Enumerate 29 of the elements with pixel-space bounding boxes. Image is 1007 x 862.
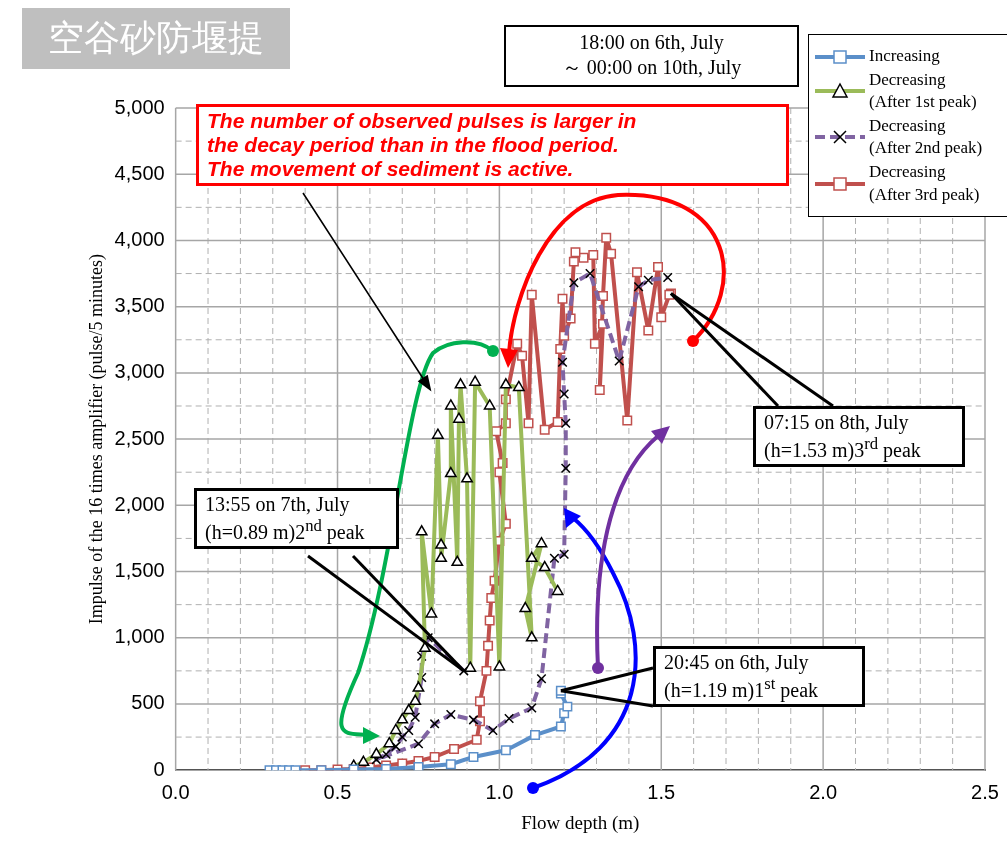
y-tick-label: 2,000 <box>114 492 165 515</box>
x-tick-label: 2.0 <box>809 780 838 803</box>
x-tick-label: 0.0 <box>161 780 190 803</box>
y-tick-label: 0 <box>153 757 165 780</box>
legend-label: Decreasing (After 3rd peak) <box>869 161 980 206</box>
legend-label: Decreasing (After 1st peak) <box>869 69 977 114</box>
y-tick-label: 2,500 <box>114 426 165 449</box>
annotation: 07:15 on 8th, July (h=1.53 m)3$^{rd}$ peak <box>753 406 965 467</box>
y-tick-label: 1,500 <box>114 559 165 582</box>
x-axis-title: Flow depth (m) <box>521 811 640 834</box>
y-tick-label: 5,000 <box>114 95 165 118</box>
legend-label: Increasing <box>869 45 940 67</box>
x-tick-label: 2.5 <box>971 780 999 803</box>
y-tick-label: 3,000 <box>114 360 165 383</box>
x-tick-label: 0.5 <box>323 780 352 803</box>
annotation: 20:45 on 6th, July (h=1.19 m)1$^{st}$ peak <box>653 646 865 707</box>
annotation: 13:55 on 7th, July (h=0.89 m)2$^{nd}$ peak <box>194 488 399 549</box>
y-tick-label: 4,500 <box>114 161 165 184</box>
x-tick-label: 1.5 <box>647 780 676 803</box>
y-tick-label: 500 <box>131 691 165 714</box>
note-box: The number of observed pulses is larger in the decay period than in the flood period. The movement of sediment is active. <box>196 104 789 186</box>
chart-title: 空谷砂防堰提 <box>22 8 290 69</box>
y-axis-title: Impulse of the 16 times amplifier (pulse/5 minutes) <box>85 253 107 625</box>
y-tick-label: 1,000 <box>114 625 165 648</box>
text: 18:00 on 6th, July ～ 00:00 on 10th, July <box>504 25 799 87</box>
y-tick-label: 3,500 <box>114 294 165 317</box>
x-tick-label: 1.0 <box>485 780 514 803</box>
legend-label: Decreasing (After 2nd peak) <box>869 115 983 160</box>
y-tick-label: 4,000 <box>114 227 165 250</box>
